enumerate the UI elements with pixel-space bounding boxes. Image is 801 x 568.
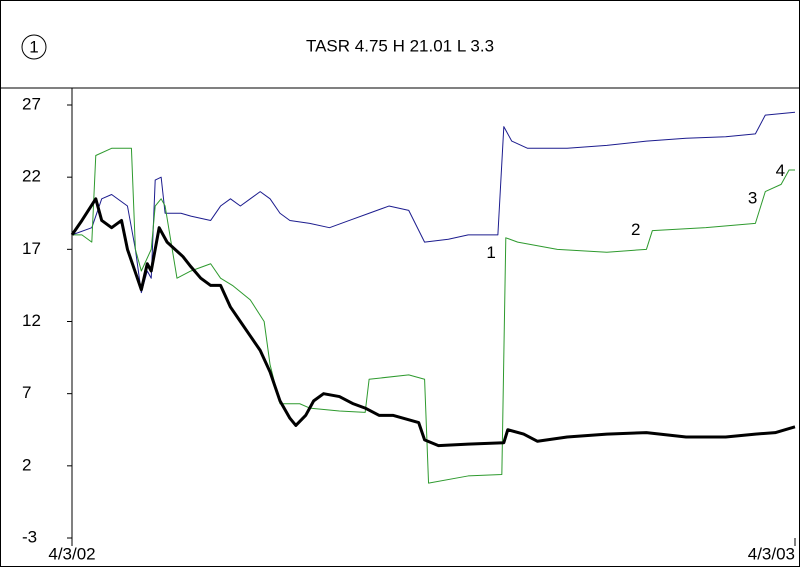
annotation: 3 <box>748 188 757 207</box>
annotation: 1 <box>486 243 495 262</box>
x-tick-label: 4/3/03 <box>748 544 795 563</box>
y-tick-label: 22 <box>22 167 41 186</box>
series-line <box>71 111 796 294</box>
y-tick-label: 27 <box>22 94 41 113</box>
annotation: 4 <box>776 161 785 180</box>
y-tick-label: 7 <box>22 383 31 402</box>
y-tick-label: -3 <box>22 527 37 546</box>
y-tick-label: 2 <box>22 455 31 474</box>
x-tick-label: 4/3/02 <box>48 544 95 563</box>
series-line <box>70 197 796 448</box>
series-line <box>72 147 795 484</box>
y-tick-label: 17 <box>22 239 41 258</box>
y-tick-label: 12 <box>22 311 41 330</box>
badge: 1 <box>29 37 38 56</box>
chart-title: TASR 4.75 H 21.01 L 3.3 <box>306 36 494 55</box>
annotation: 2 <box>631 220 640 239</box>
badge-circle <box>21 34 47 60</box>
